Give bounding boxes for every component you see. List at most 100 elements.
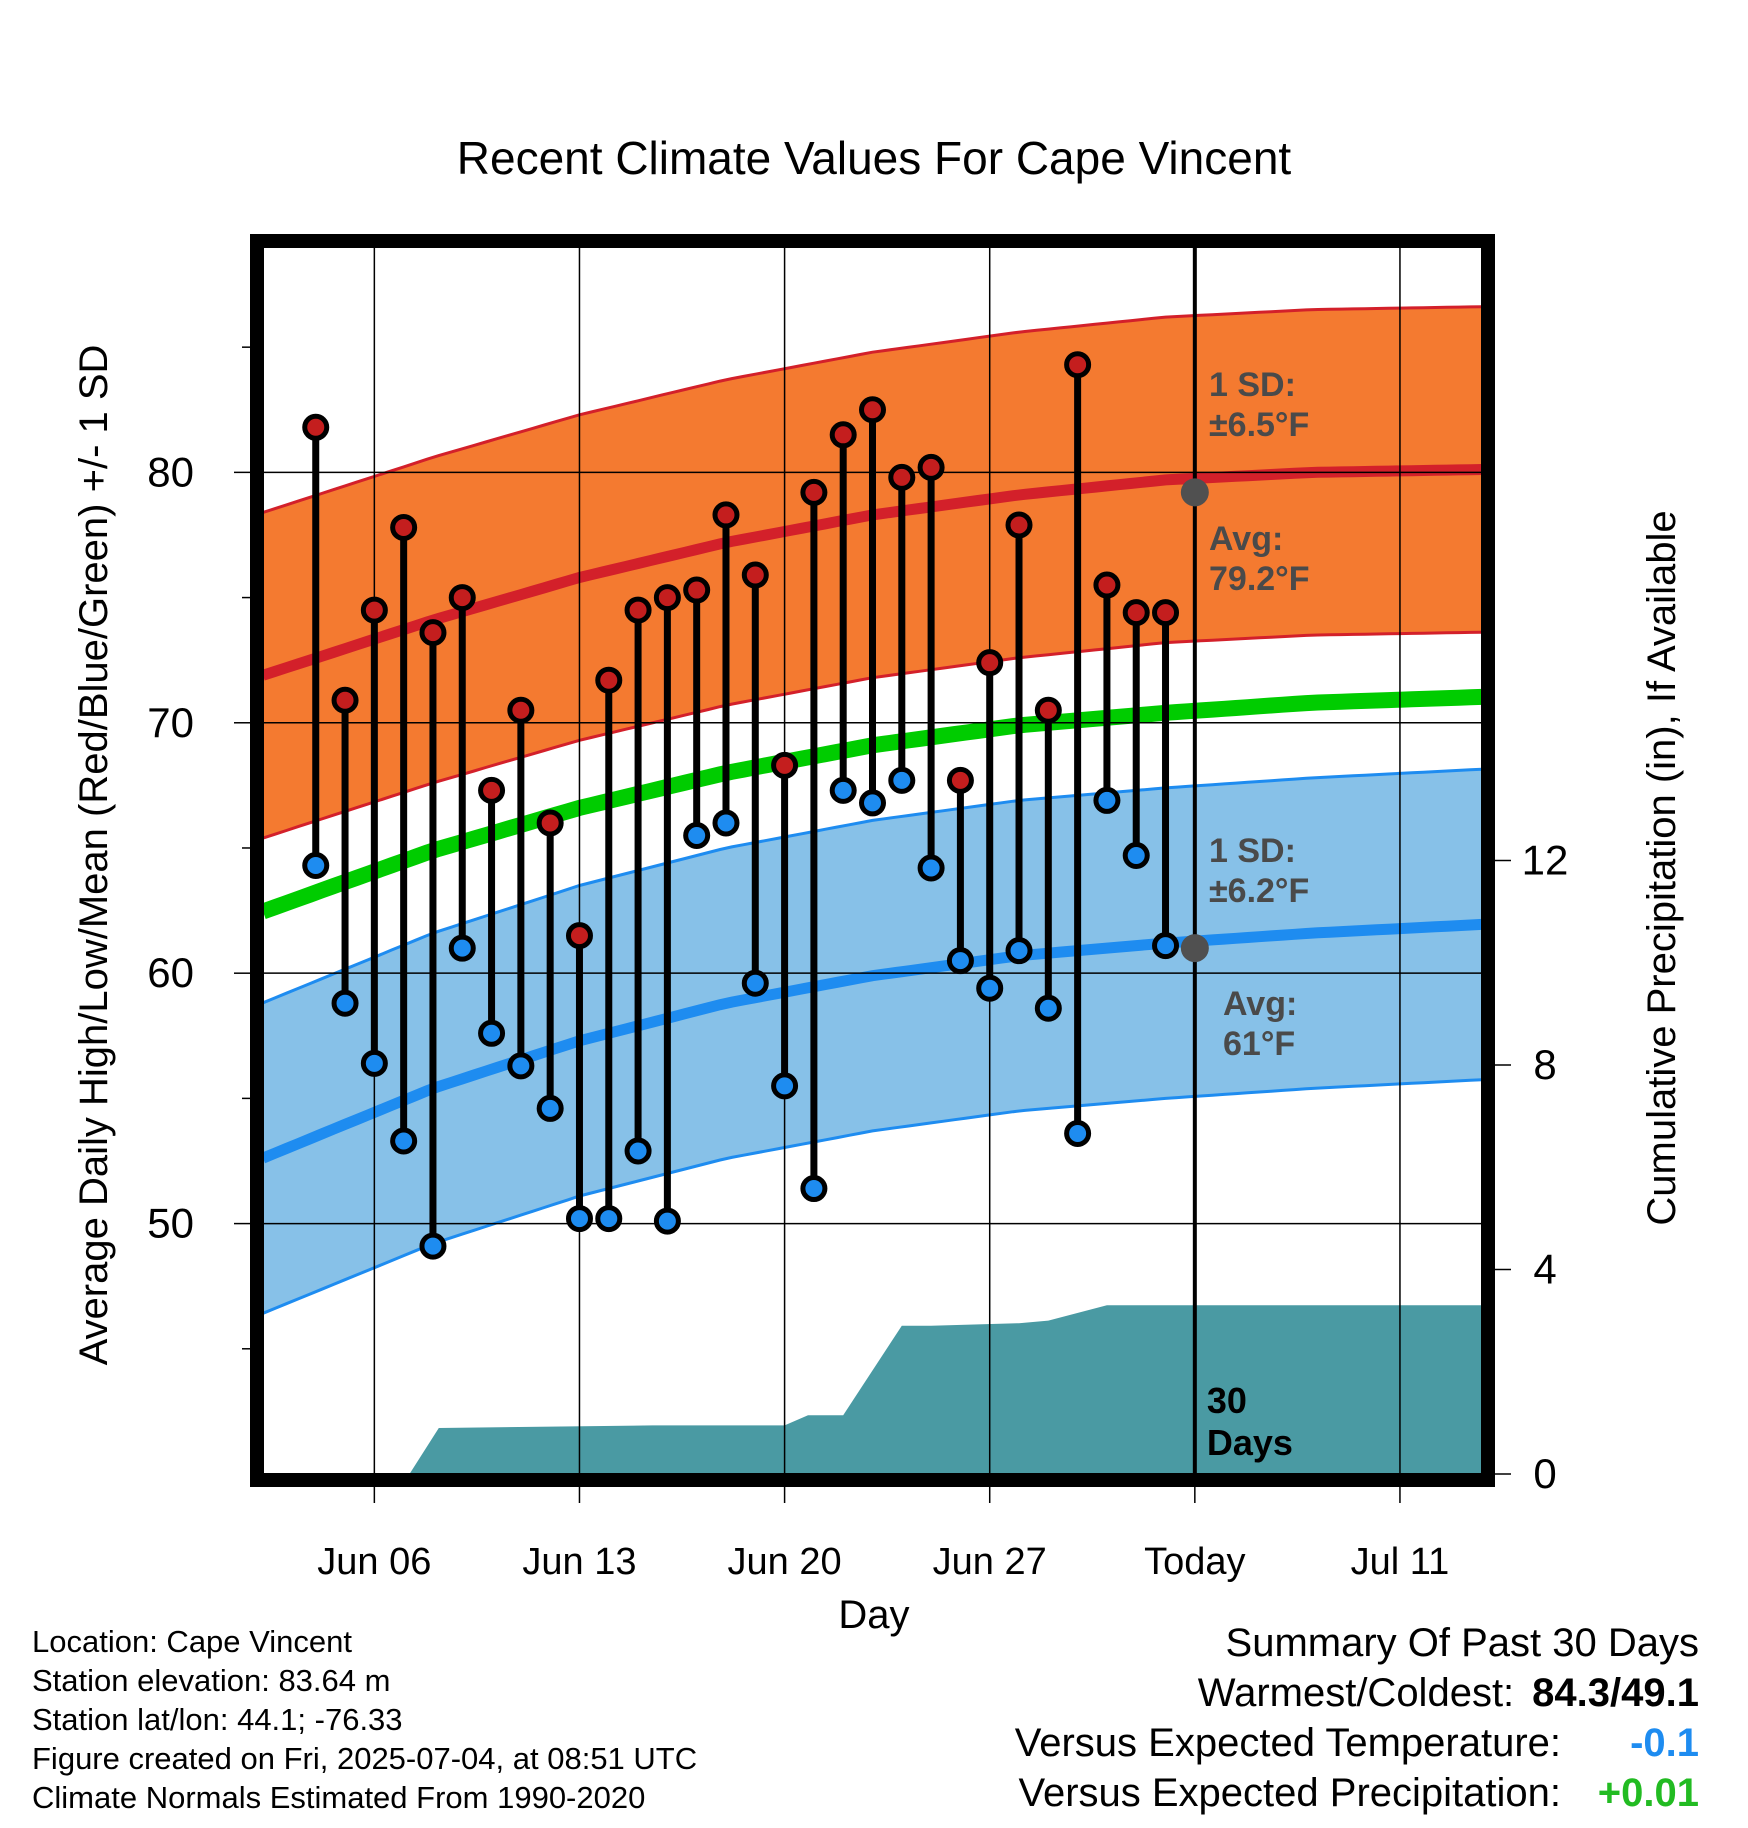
high-point — [360, 596, 388, 624]
high-point — [302, 413, 330, 441]
high-avg-annotation: Avg: 79.2°F — [1209, 520, 1310, 598]
temp-label: Versus Expected Temperature: — [1014, 1721, 1561, 1765]
high-point — [653, 584, 681, 612]
low-point — [331, 989, 359, 1017]
low-point — [917, 854, 945, 882]
low-point — [771, 1072, 799, 1100]
y-tick-label: 50 — [147, 1200, 194, 1247]
low-point — [976, 974, 1004, 1002]
summary-temp-row: Versus Expected Temperature: -0.1 — [1015, 1718, 1699, 1768]
high-point — [976, 649, 1004, 677]
low-sd-annotation: 1 SD: ±6.2°F — [1209, 832, 1309, 910]
low-point — [888, 766, 916, 794]
low-point — [448, 934, 476, 962]
y2-axis-label: Cumulative Precipitation (in), If Availa… — [1640, 510, 1684, 1225]
low-point — [1005, 937, 1033, 965]
high-point — [1093, 571, 1121, 599]
high-point — [595, 666, 623, 694]
summary-warmest-row: Warmest/Coldest: 84.3/49.1 — [1015, 1668, 1699, 1718]
low-point — [1034, 994, 1062, 1022]
low-band-lower-edge — [263, 1078, 1482, 1315]
summary-precip-row: Versus Expected Precipitation: +0.01 — [1015, 1768, 1699, 1818]
high-point — [390, 513, 418, 541]
low-point — [829, 776, 857, 804]
low-avg-annotation: Avg: 61°F — [1223, 985, 1297, 1063]
created-text: Figure created on Fri, 2025-07-04, at 08… — [32, 1741, 698, 1776]
high-point — [683, 576, 711, 604]
low-point — [390, 1127, 418, 1155]
high-point — [741, 561, 769, 589]
high-point — [419, 619, 447, 647]
y2-tick-label: 8 — [1533, 1041, 1556, 1088]
low-point — [536, 1094, 564, 1122]
high-point — [859, 396, 886, 424]
normal-low-line — [263, 918, 1482, 1164]
x-axis-label: Day — [838, 1593, 909, 1637]
high-point — [478, 776, 506, 804]
precip-area — [263, 1305, 1482, 1474]
high-point — [1064, 351, 1092, 379]
x-tick-label: Jul 11 — [1351, 1541, 1450, 1583]
station-info: Location: Cape Vincent Station elevation… — [32, 1622, 697, 1817]
low-point — [1122, 841, 1150, 869]
elevation-text: Station elevation: 83.64 m — [32, 1663, 391, 1698]
y-tick-label: 80 — [147, 448, 194, 495]
high-point — [507, 696, 535, 724]
high-point — [331, 686, 359, 714]
summary-title: Summary Of Past 30 Days — [1225, 1621, 1699, 1665]
precip-label: Versus Expected Precipitation: — [1018, 1771, 1561, 1815]
low-point — [683, 821, 711, 849]
high-point — [565, 922, 593, 950]
low-point — [478, 1019, 506, 1047]
high-point — [448, 584, 476, 612]
x-tick-label: Today — [1144, 1541, 1245, 1583]
y-tick-label: 60 — [147, 949, 194, 996]
y2-tick-label: 0 — [1533, 1450, 1556, 1497]
days-label: 30 Days — [1207, 1380, 1293, 1463]
precip-value: +0.01 — [1597, 1771, 1699, 1815]
low-point — [419, 1232, 447, 1260]
low-point — [507, 1052, 535, 1080]
plot-frame — [250, 234, 1495, 1487]
high-sd-annotation: 1 SD: ±6.5°F — [1209, 366, 1309, 444]
low-point — [946, 947, 974, 975]
high-point — [946, 766, 974, 794]
latlon-text: Station lat/lon: 44.1; -76.33 — [32, 1702, 403, 1737]
low-point — [1093, 786, 1121, 814]
low-point — [302, 852, 330, 880]
high-point — [1122, 599, 1150, 627]
low-point — [565, 1205, 593, 1233]
x-tick-label: Jun 06 — [317, 1541, 431, 1583]
x-tick-label: Jun 13 — [522, 1541, 636, 1583]
low-point — [595, 1205, 623, 1233]
low-point — [712, 809, 740, 837]
low-point — [741, 969, 769, 997]
high-point — [771, 751, 799, 779]
warmest-label: Warmest/Coldest: — [1197, 1671, 1515, 1715]
summary-panel: Summary Of Past 30 Days Warmest/Coldest:… — [1015, 1618, 1699, 1818]
high-point — [1034, 696, 1062, 724]
low-point — [360, 1049, 388, 1077]
low-point — [1064, 1119, 1092, 1147]
y-tick-label: 70 — [147, 699, 194, 746]
warmest-value: 84.3/49.1 — [1532, 1671, 1699, 1715]
high-band-upper-edge — [263, 305, 1482, 514]
low-point — [624, 1137, 652, 1165]
low-point — [653, 1207, 681, 1235]
location-text: Location: Cape Vincent — [32, 1624, 352, 1659]
low-point — [1152, 932, 1180, 960]
plot-clip-group — [263, 247, 1482, 1474]
high-point — [1005, 511, 1033, 539]
low-point — [859, 789, 886, 817]
temp-value: -0.1 — [1630, 1721, 1699, 1765]
low-sd-band — [263, 769, 1482, 1314]
high-point — [536, 809, 564, 837]
chart-title: Recent Climate Values For Cape Vincent — [457, 132, 1292, 184]
high-point — [800, 478, 828, 506]
plot-area: 1 SD: ±6.5°F Avg: 79.2°F 1 SD: ±6.2°F Avg: 61°F… — [147, 234, 1568, 1583]
high-point — [917, 453, 945, 481]
y2-tick-label: 4 — [1533, 1246, 1556, 1293]
low-avg-dot — [1180, 934, 1209, 963]
x-tick-label: Jun 20 — [728, 1541, 842, 1583]
